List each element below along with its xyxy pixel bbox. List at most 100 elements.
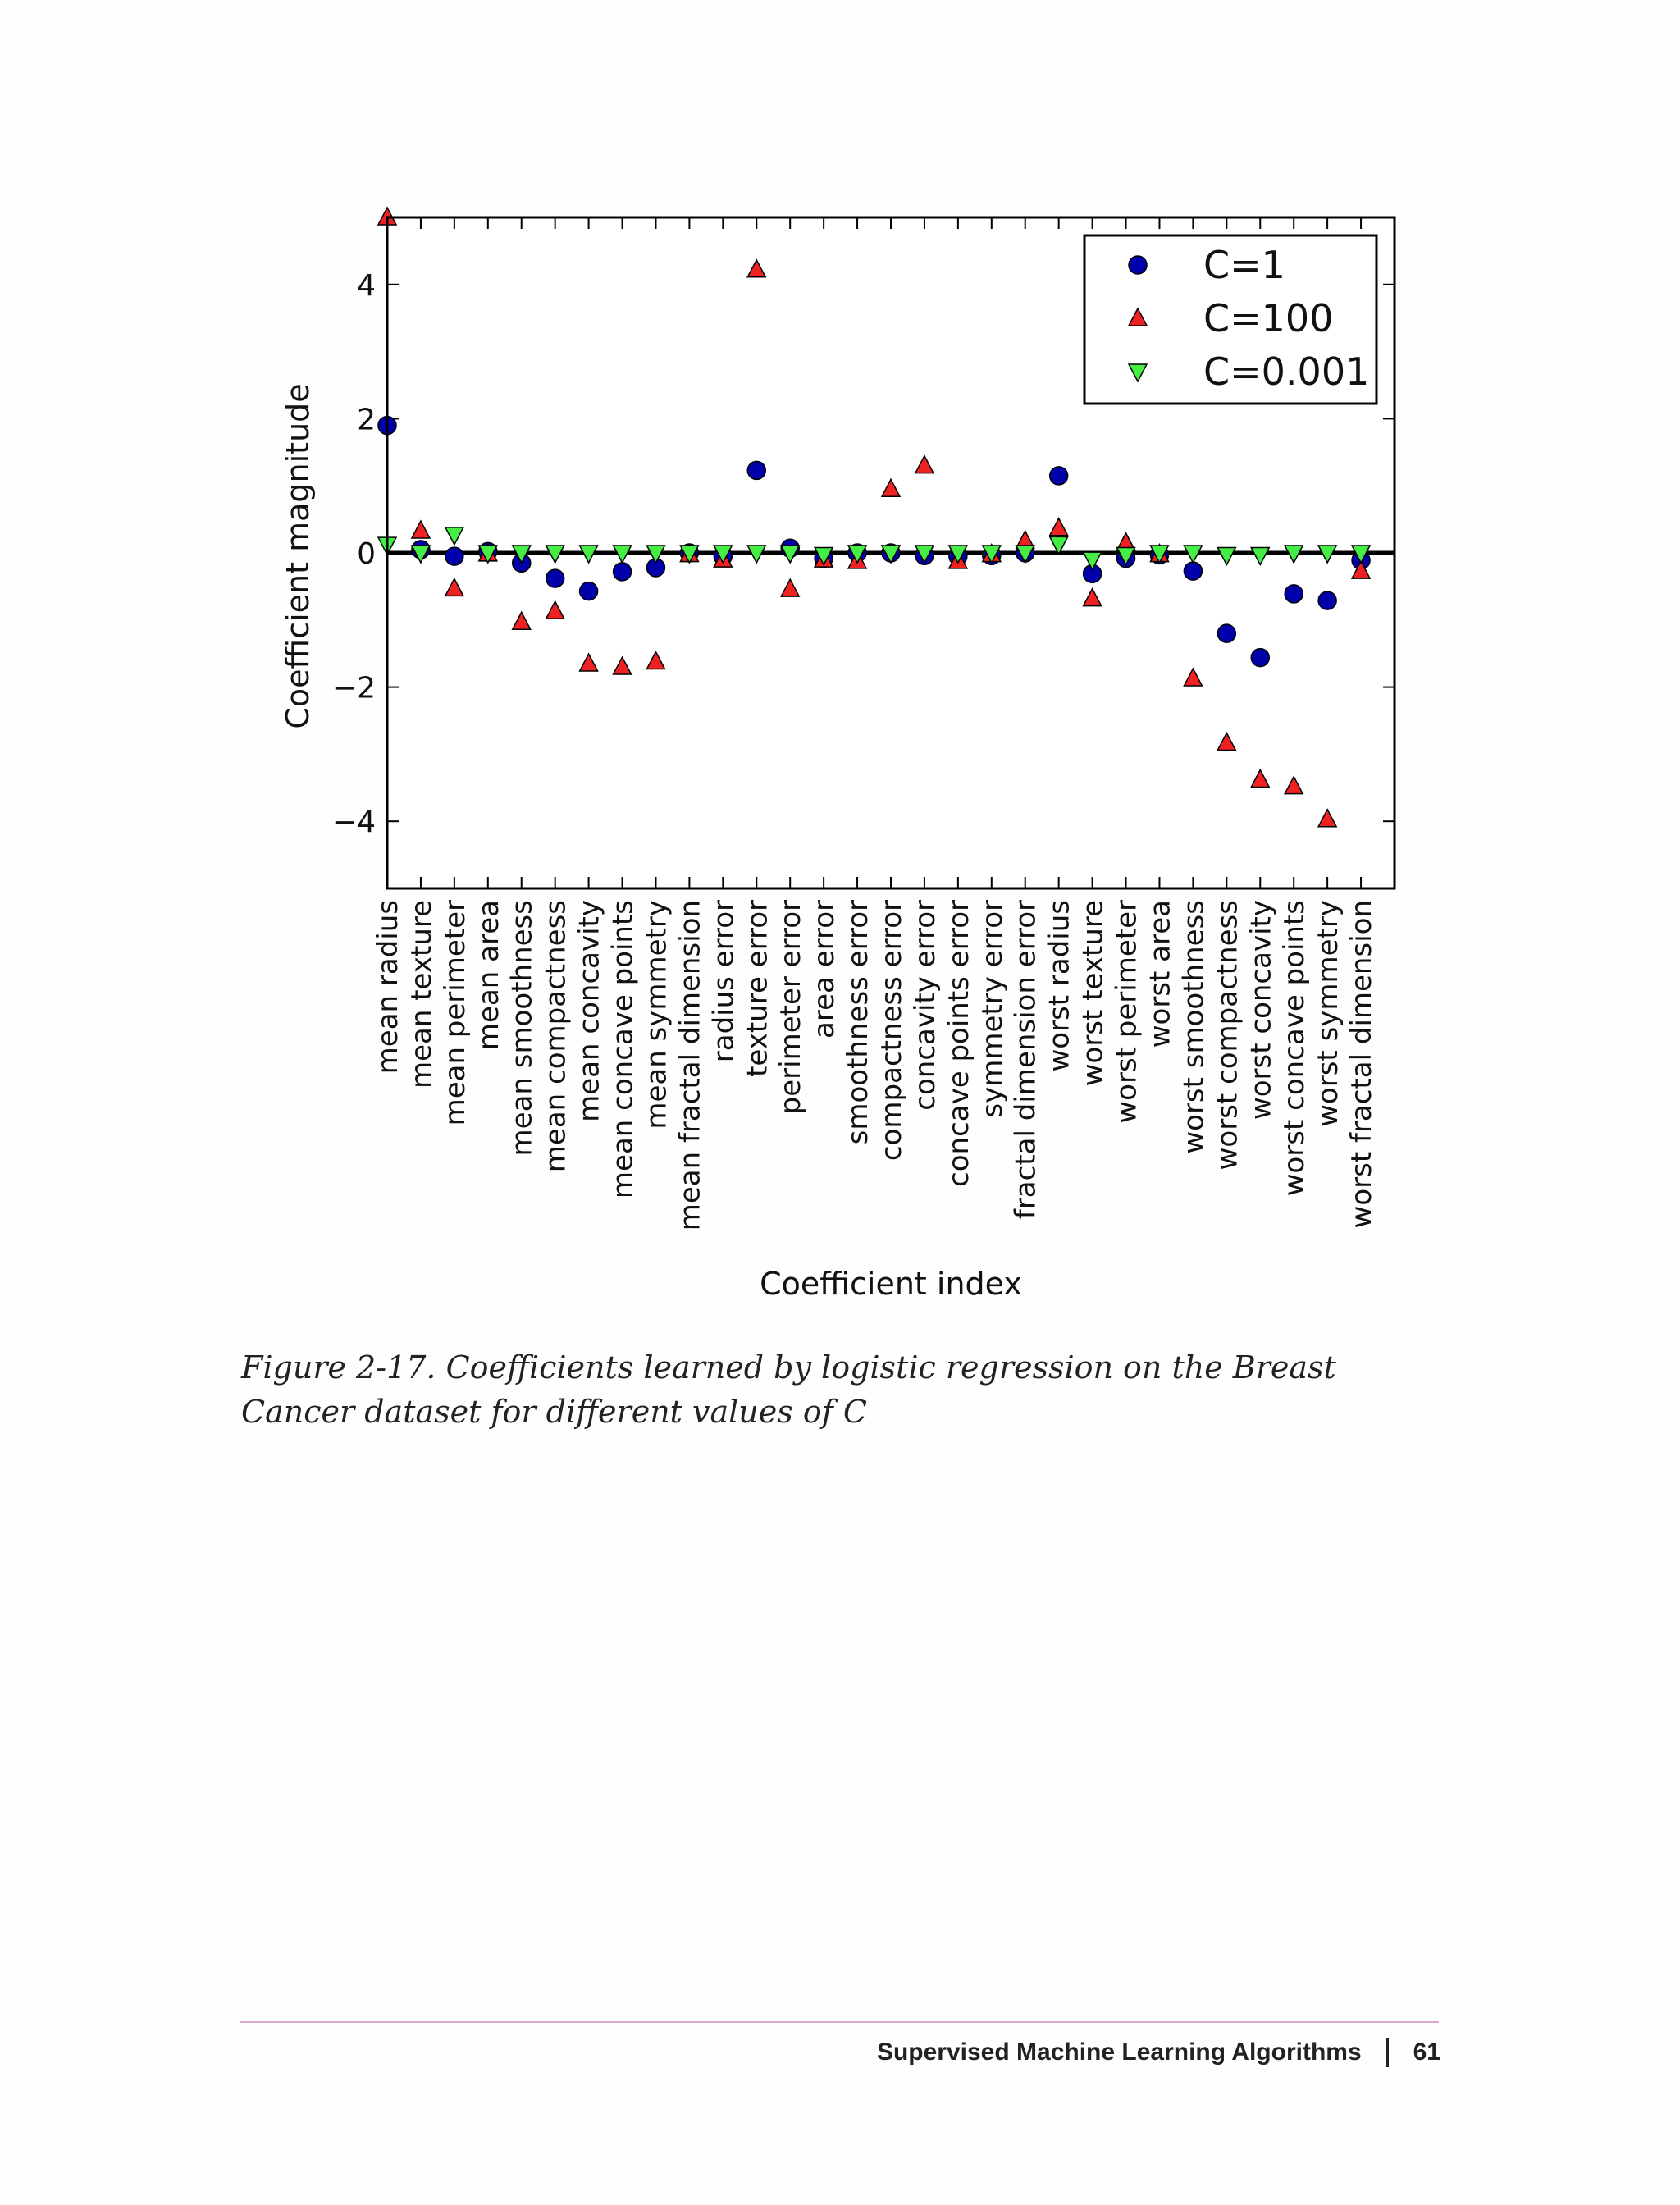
legend-marker (1127, 307, 1148, 326)
footer-section-title: Supervised Machine Learning Algorithms (876, 2038, 1362, 2066)
x-tick-label: concavity error (909, 900, 942, 1111)
page-number: 61 (1413, 2038, 1440, 2066)
point-c-0-001 (1015, 545, 1035, 564)
point-c-100 (444, 577, 465, 597)
point-c-1 (1250, 647, 1271, 668)
point-c-100 (1217, 731, 1237, 751)
point-c-100 (1082, 587, 1102, 607)
x-tick-label: mean concave points (607, 900, 640, 1198)
x-tick-label: worst concave points (1278, 900, 1311, 1196)
coefficient-chart: 4 2 0 −2 −4 mean radius mean texture mean perim… (280, 206, 1396, 1302)
legend-label: C=100 (1203, 296, 1333, 340)
point-c-1 (1217, 623, 1237, 643)
point-c-0-001 (545, 545, 565, 564)
point-c-1 (1183, 561, 1203, 581)
figure-caption: Figure 2-17. Coefficients learned by log… (241, 1349, 1336, 1430)
x-tick-label: worst area (1144, 900, 1176, 1048)
footer-separator (1386, 2038, 1389, 2067)
point-c-0-001 (1116, 546, 1136, 567)
x-tick-label: mean concavity (573, 900, 606, 1122)
point-c-0-001 (713, 545, 733, 564)
y-tick-label: −2 (332, 672, 376, 705)
point-c-1 (545, 568, 565, 588)
legend-marker (1128, 255, 1148, 275)
point-c-100 (746, 258, 767, 278)
x-tick-label: mean compactness (540, 900, 573, 1172)
point-c-100 (880, 477, 902, 498)
x-tick-label: radius error (707, 900, 740, 1062)
point-c-0-001 (847, 545, 868, 564)
point-c-0-001 (1183, 545, 1203, 564)
x-tick-label: smoothness error (842, 900, 874, 1144)
point-c-1 (1048, 466, 1069, 486)
point-c-1 (445, 546, 464, 566)
x-tick-label: perimeter error (774, 900, 807, 1114)
x-tick-label: worst compactness (1211, 900, 1244, 1170)
y-tick-label: 0 (357, 537, 376, 571)
x-tick-label: worst smoothness (1177, 900, 1210, 1154)
point-c-100 (1048, 517, 1069, 536)
point-c-100 (612, 655, 632, 675)
point-c-0-001 (1048, 536, 1069, 555)
point-c-100 (410, 519, 431, 539)
point-c-100 (1317, 808, 1338, 828)
x-tick-label: worst radius (1043, 900, 1076, 1072)
point-c-0-001 (1250, 546, 1271, 567)
x-tick-label: worst symmetry (1312, 900, 1344, 1127)
point-c-1 (746, 460, 767, 481)
point-c-1 (578, 581, 599, 601)
point-c-0-001 (779, 545, 801, 564)
x-tick-label: mean fractal dimension (673, 900, 706, 1230)
point-c-0-001 (1217, 546, 1237, 567)
point-c-0-001 (880, 545, 902, 564)
x-tick-label: mean area (472, 900, 505, 1050)
x-tick-label: mean texture (405, 900, 438, 1089)
point-c-0-001 (1317, 545, 1338, 564)
point-c-1 (1284, 584, 1303, 604)
point-c-0-001 (746, 545, 767, 564)
x-axis-title: Coefficient index (760, 1266, 1022, 1302)
point-c-0-001 (477, 545, 499, 564)
point-c-100 (779, 578, 801, 597)
x-tick-label: symmetry error (976, 900, 1009, 1118)
point-c-100 (1250, 768, 1271, 788)
point-c-100 (511, 610, 532, 631)
point-c-0-001 (612, 545, 632, 564)
point-c-0-001 (1350, 545, 1372, 564)
point-c-100 (1350, 559, 1372, 579)
point-c-100 (646, 650, 666, 670)
point-c-0-001 (914, 545, 935, 564)
y-axis-title: Coefficient magnitude (280, 383, 316, 728)
legend-label: C=0.001 (1203, 349, 1369, 394)
x-tick-label: fractal dimension error (1010, 900, 1043, 1219)
y-tick-label: 2 (357, 403, 376, 436)
x-tick-label: worst concavity (1244, 900, 1277, 1120)
x-tick-label: mean radius (372, 900, 404, 1074)
point-c-100 (578, 652, 599, 672)
x-tick-label: worst texture (1077, 900, 1110, 1086)
point-c-0-001 (813, 546, 834, 567)
point-c-100 (545, 600, 565, 619)
point-c-1 (612, 562, 632, 582)
plot-frame (386, 216, 1396, 890)
x-tick-label: compactness error (875, 900, 908, 1161)
x-tick-label: mean smoothness (506, 900, 539, 1156)
point-c-0-001 (947, 545, 969, 564)
point-c-0-001 (1283, 545, 1304, 564)
legend-marker (1127, 363, 1148, 383)
y-tick-label: 4 (357, 269, 376, 303)
x-tick-label: worst fractal dimension (1345, 900, 1378, 1228)
point-c-0-001 (578, 545, 599, 564)
x-tick-label: texture error (741, 900, 774, 1077)
point-c-0-001 (646, 545, 666, 564)
point-c-0-001 (511, 545, 532, 564)
x-tick-label: concave points error (943, 900, 975, 1187)
x-tick-label: mean perimeter (439, 900, 472, 1125)
x-tick-label: mean symmetry (640, 900, 673, 1130)
point-c-0-001 (981, 545, 1002, 564)
point-c-100 (1283, 775, 1304, 795)
footer-divider (240, 2021, 1439, 2023)
point-c-0-001 (1149, 545, 1170, 564)
y-tick-label: −4 (332, 806, 376, 839)
